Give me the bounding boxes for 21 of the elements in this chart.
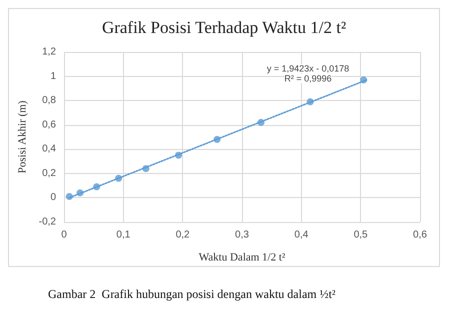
y-tick-label: -0,2 [38,216,56,228]
annotation: R² = 0,9996 [284,74,332,84]
x-tick-label: 0,2 [176,230,190,240]
x-tick-label: 0,3 [235,230,250,240]
y-axis-title: Posisi Akhir (m) [16,100,28,174]
text: Gambar 2 Grafik hubungan posisi dengan waktu dalam ½t² [48,287,336,301]
chart-title: Grafik Posisi Terhadap Waktu 1/2 t² [102,18,346,37]
annotation: y = 1,9423x - 0,0178 [266,64,350,74]
y-tick-label: 1 [50,70,56,82]
y-tick-label: 0,2 [42,168,56,179]
x-tick-label: 0,5 [354,230,368,240]
y-tick-label: 1,2 [42,46,56,58]
y-tick-label: 0 [50,192,56,204]
y-tick-label: 0,8 [42,95,56,106]
y-tick-label: 0,6 [42,119,56,130]
x-tick-label: 0,4 [294,230,309,240]
x-tick-label: 0 [61,230,68,240]
x-tick-label: 0,6 [413,230,428,240]
y-tick-label: 0,4 [42,144,56,155]
x-axis-title: Waktu Dalam 1/2 t² [198,252,286,264]
x-tick-label: 0,1 [116,230,131,240]
